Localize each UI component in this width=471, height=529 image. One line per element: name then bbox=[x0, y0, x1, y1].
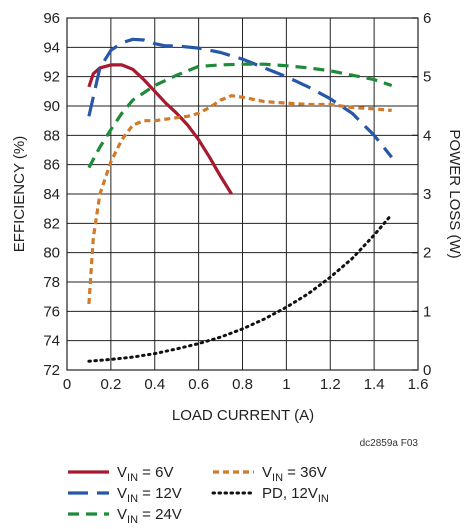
grid bbox=[66, 17, 419, 371]
y-tick-label: 74 bbox=[43, 333, 60, 350]
y-tick-label: 96 bbox=[43, 10, 60, 27]
y2-tick-label: 6 bbox=[423, 10, 431, 27]
x-tick-label: 0 bbox=[63, 376, 71, 393]
y-tick-label: 80 bbox=[43, 245, 60, 262]
x-tick-label: 0.6 bbox=[188, 376, 209, 393]
y-tick-label: 78 bbox=[43, 274, 60, 291]
y-tick-label: 76 bbox=[43, 303, 60, 320]
y-tick-label: 82 bbox=[43, 215, 60, 232]
legend-label-4: PD, 12VIN bbox=[262, 485, 329, 505]
series-lines bbox=[87, 37, 394, 363]
y2-tick-label: 0 bbox=[423, 362, 431, 379]
x-tick-label: 1.6 bbox=[408, 376, 429, 393]
series-line-0 bbox=[87, 63, 233, 195]
y2-tick-label: 1 bbox=[423, 303, 431, 320]
y-tick-label: 90 bbox=[43, 98, 60, 115]
legend-label-1: VIN = 12V bbox=[117, 485, 182, 505]
series-line-4 bbox=[87, 213, 394, 363]
y-tick-label: 72 bbox=[43, 362, 60, 379]
series-line-1 bbox=[87, 37, 393, 159]
x-axis-title: LOAD CURRENT (A) bbox=[172, 407, 314, 424]
x-tick-label: 0.4 bbox=[144, 376, 165, 393]
y-tick-label: 92 bbox=[43, 69, 60, 86]
x-tick-label: 0.8 bbox=[232, 376, 253, 393]
y2-tick-label: 3 bbox=[423, 186, 431, 203]
y2-tick-label: 5 bbox=[423, 69, 431, 86]
x-tick-label: 1.2 bbox=[320, 376, 341, 393]
y-tick-label: 86 bbox=[43, 157, 60, 174]
y2-tick-label: 4 bbox=[423, 127, 431, 144]
legend-label-0: VIN = 6V bbox=[117, 464, 173, 484]
x-tick-label: 1 bbox=[282, 376, 290, 393]
y-tick-label: 88 bbox=[43, 127, 60, 144]
chart-credit: dc2859a F03 bbox=[360, 438, 419, 449]
y2-tick-label: 2 bbox=[423, 245, 431, 262]
tick-labels: 0 0.2 0.4 0.6 0.8 1 1.2 1.4 1.6 72 74 76 78 80 82 84 86 8… bbox=[43, 10, 431, 393]
y-axis-title: EFFICIENCY (%) bbox=[11, 136, 28, 252]
series-line-3 bbox=[87, 94, 392, 305]
y2-axis-title: POWER LOSS (W) bbox=[446, 129, 463, 258]
legend-label-2: VIN = 24V bbox=[117, 506, 182, 526]
y-tick-label: 94 bbox=[43, 39, 60, 56]
y-tick-label: 84 bbox=[43, 186, 60, 203]
series-line-2 bbox=[87, 62, 393, 169]
x-tick-label: 1.4 bbox=[364, 376, 385, 393]
legend-label-3: VIN = 36V bbox=[262, 464, 327, 484]
x-tick-label: 0.2 bbox=[100, 376, 121, 393]
